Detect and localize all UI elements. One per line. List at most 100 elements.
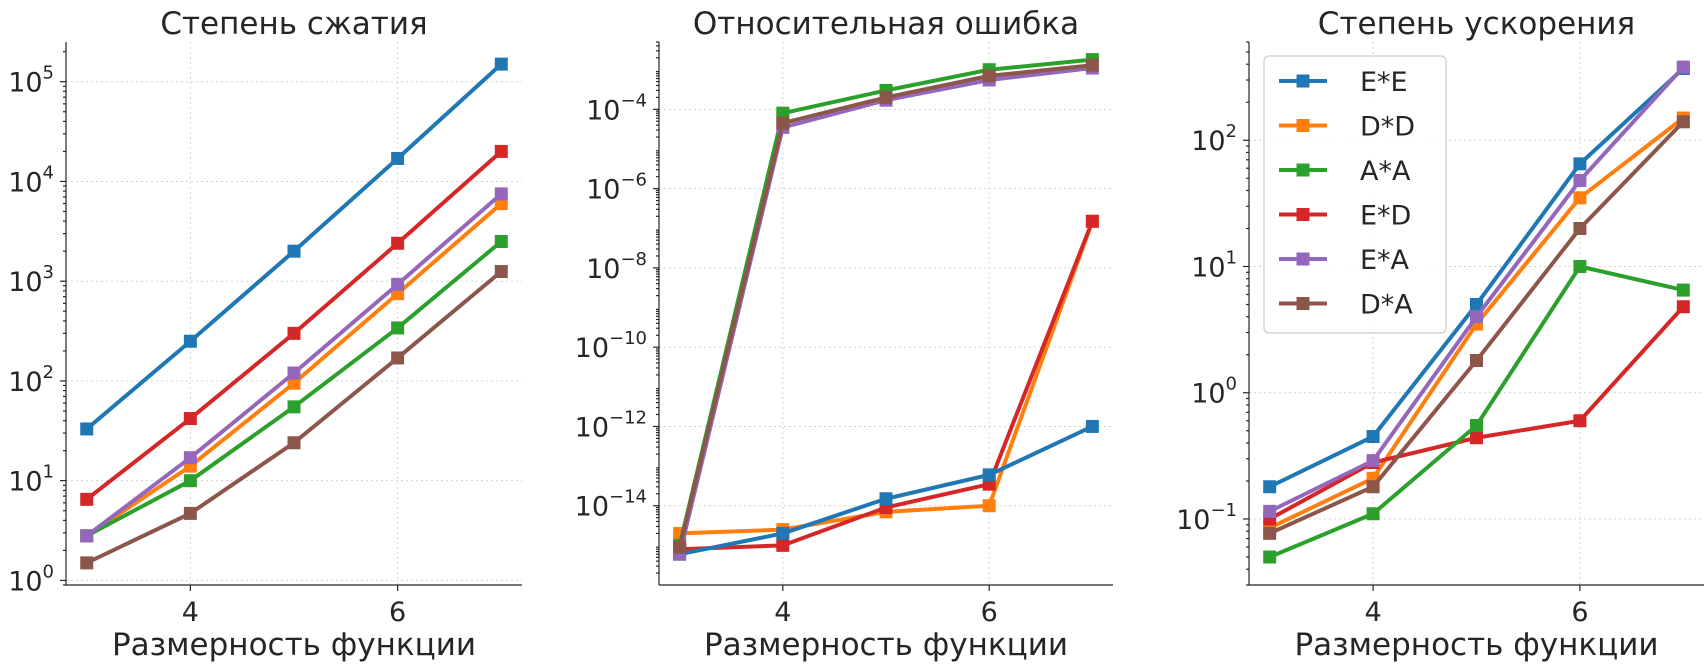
- series-a-x-a: [673, 53, 1099, 552]
- data-point: [1263, 504, 1277, 518]
- series-e-x-d: [1263, 300, 1690, 526]
- legend-label: D*A: [1360, 290, 1413, 321]
- data-point: [1366, 480, 1380, 494]
- data-point: [391, 277, 405, 291]
- series-e-x-a: [80, 187, 508, 543]
- data-point: [1470, 419, 1483, 433]
- series-d-x-a: [673, 58, 1099, 554]
- data-point: [982, 69, 996, 83]
- y-tick-label: 10−8: [586, 249, 647, 285]
- data-point: [391, 351, 405, 365]
- data-point: [1085, 419, 1099, 433]
- series-e-x-e: [80, 57, 508, 436]
- data-point: [183, 412, 197, 426]
- legend-item-e-x-a: E*A: [1279, 245, 1410, 276]
- data-point: [1366, 430, 1380, 444]
- data-point: [183, 506, 197, 520]
- data-point: [673, 540, 687, 554]
- series-e-x-e: [1263, 62, 1690, 494]
- x-tick-label: 6: [389, 597, 406, 628]
- data-point: [1573, 259, 1587, 273]
- data-point: [982, 468, 996, 482]
- legend-item-a-x-a: A*A: [1279, 156, 1411, 187]
- series-line: [85, 269, 503, 565]
- legend-marker: [1296, 119, 1310, 132]
- series-d-x-a: [1263, 115, 1690, 540]
- data-point: [1573, 414, 1587, 428]
- legend-label: E*E: [1360, 67, 1408, 98]
- data-point: [776, 116, 790, 130]
- data-point: [1676, 300, 1690, 314]
- legend-marker: [1296, 74, 1310, 88]
- data-point: [391, 321, 405, 335]
- data-point: [80, 492, 94, 506]
- legend-item-d-x-d: D*D: [1279, 112, 1415, 143]
- x-tick-label: 6: [981, 597, 998, 628]
- legend-frame: [1263, 55, 1447, 334]
- data-point: [1263, 526, 1277, 540]
- y-tick-label: 10−10: [575, 328, 647, 364]
- data-point: [287, 400, 301, 414]
- data-point: [776, 106, 790, 120]
- y-tick-label: 10−1: [1176, 500, 1237, 536]
- data-point: [391, 151, 405, 165]
- data-point: [494, 234, 508, 248]
- legend-label: E*D: [1360, 201, 1411, 232]
- data-point: [1366, 507, 1380, 521]
- data-point: [391, 236, 405, 250]
- y-tick-label: 103: [8, 262, 54, 298]
- legend-marker: [1296, 163, 1310, 177]
- series-e-x-a: [1263, 60, 1690, 518]
- data-point: [1085, 214, 1099, 228]
- data-point: [494, 187, 508, 201]
- legend-label: A*A: [1360, 156, 1411, 187]
- data-point: [287, 366, 301, 380]
- x-axis-label: Размерность функции: [1294, 627, 1658, 663]
- data-point: [1366, 454, 1380, 468]
- series-line: [677, 66, 1093, 555]
- data-point: [1573, 221, 1587, 235]
- legend-label: D*D: [1360, 112, 1415, 143]
- series-line: [679, 424, 1094, 557]
- y-tick-label: 101: [8, 462, 54, 498]
- data-point: [494, 265, 508, 279]
- series-e-x-d: [80, 144, 508, 506]
- chart-title: Степень ускорения: [1318, 6, 1635, 42]
- y-tick-label: 10−4: [586, 90, 647, 126]
- relative-error-panel: 4 6 10−14 10−12 10−10 10−8 10−6 10−4 Относительн…: [575, 6, 1113, 663]
- data-point: [1470, 431, 1483, 445]
- data-point: [1263, 550, 1277, 564]
- data-point: [1676, 60, 1690, 74]
- data-point: [494, 144, 508, 158]
- data-point: [879, 492, 893, 506]
- data-point: [1470, 354, 1483, 368]
- y-tick-label: 104: [8, 162, 54, 198]
- y-tick-label: 102: [1191, 121, 1237, 157]
- data-point: [183, 451, 197, 465]
- x-axis-label: Размерность функции: [112, 627, 476, 663]
- data-point: [1573, 191, 1587, 205]
- data-point: [1085, 58, 1099, 72]
- legend-label: E*A: [1360, 245, 1410, 276]
- data-point: [287, 244, 301, 258]
- data-point: [776, 526, 790, 540]
- chart-title: Степень сжатия: [160, 6, 427, 42]
- legend-item-e-x-d: E*D: [1279, 201, 1411, 232]
- data-point: [1470, 297, 1483, 311]
- y-tick-label: 10−14: [575, 487, 647, 523]
- y-tick-label: 100: [8, 561, 54, 597]
- compression-ratio-panel: 4 6 100 101 102 103 104 105 Степень сжатия Размер…: [8, 6, 522, 663]
- data-point: [776, 538, 790, 552]
- y-tick-label: 102: [8, 362, 54, 398]
- data-point: [494, 57, 508, 71]
- series-line: [1268, 305, 1685, 521]
- data-point: [1470, 310, 1483, 324]
- legend-marker: [1296, 297, 1310, 310]
- y-tick-label: 10−6: [586, 170, 647, 206]
- series-d-x-a: [80, 265, 508, 570]
- series-a-x-a: [1263, 259, 1690, 564]
- data-point: [80, 529, 94, 543]
- x-tick-label: 6: [1571, 597, 1588, 628]
- data-point: [80, 422, 94, 436]
- legend-item-e-x-e: E*E: [1279, 67, 1408, 98]
